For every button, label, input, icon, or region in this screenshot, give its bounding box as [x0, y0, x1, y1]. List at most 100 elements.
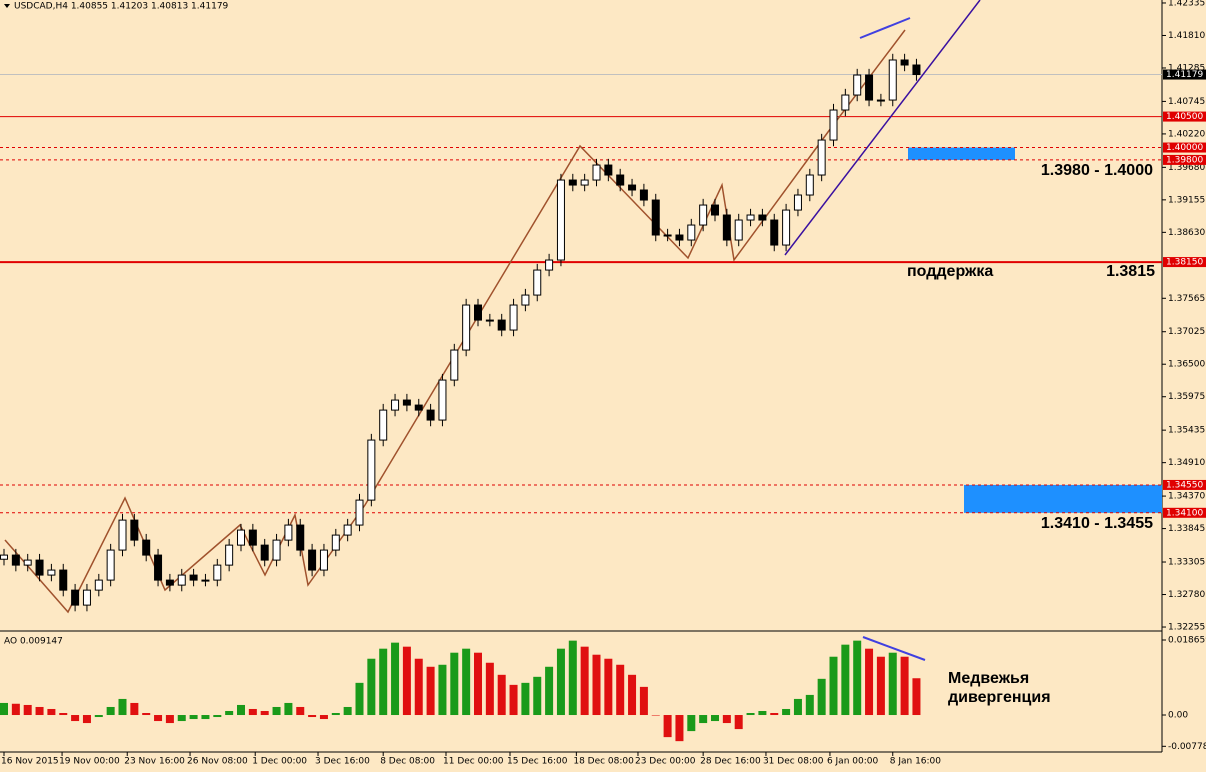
candle-body [367, 439, 376, 501]
y-tick-label: 1.39155 [1168, 195, 1205, 205]
ao-bar [592, 654, 601, 716]
candle-body [782, 209, 791, 246]
ao-bar [888, 652, 897, 716]
ao-bar [414, 658, 423, 716]
ao-bar [509, 684, 518, 716]
ao-bar [853, 640, 862, 716]
candle-body [888, 59, 897, 101]
level-price-box [1163, 257, 1206, 268]
candle-body [675, 234, 684, 241]
candle-body [47, 569, 56, 576]
candle-body [189, 574, 198, 581]
candle-body [853, 74, 862, 96]
chart-title: USDCAD,H4 1.40855 1.41203 1.40813 1.4117… [14, 2, 229, 12]
candle-body [296, 524, 305, 551]
ao-bar [225, 710, 234, 716]
candle-body [900, 59, 909, 66]
current-price-label: 1.41179 [1166, 70, 1203, 80]
ao-bar [319, 715, 328, 720]
candle-body [225, 544, 234, 566]
level-price-label: 1.34550 [1166, 480, 1203, 490]
candle-body [438, 379, 447, 421]
level-price-box [1163, 154, 1206, 165]
ao-bar [355, 682, 364, 716]
candle-body [154, 554, 163, 581]
y-tick-label: 1.32255 [1168, 623, 1205, 633]
candle-body [568, 179, 577, 186]
ao-bar [426, 666, 435, 716]
y-tick-label: 0.018659 [1168, 636, 1206, 646]
candle-body [758, 214, 767, 221]
candle-body [201, 579, 210, 582]
candle-body [213, 564, 222, 581]
zone-label: 1.3980 - 1.4000 [1040, 161, 1153, 179]
candle-body [391, 399, 400, 411]
level-price-box [1163, 479, 1206, 490]
x-tick-label: 8 Dec 08:00 [380, 757, 435, 767]
y-tick-label: -0.007785 [1168, 742, 1206, 752]
candle-body [0, 554, 8, 560]
candle-body [35, 559, 44, 576]
candle-body [462, 304, 471, 351]
candle-body [651, 199, 660, 236]
ao-bar [106, 706, 115, 716]
candle-body [711, 204, 719, 216]
x-tick-label: 8 Jan 16:00 [890, 757, 942, 767]
ao-bar [71, 715, 80, 722]
candle-body [556, 179, 565, 261]
x-tick-label: 3 Dec 16:00 [315, 757, 370, 767]
y-tick-label: 1.39680 [1168, 163, 1205, 173]
ao-bar [711, 715, 719, 722]
ao-bar [379, 648, 388, 716]
candle-body [485, 319, 494, 322]
y-tick-label: 1.38630 [1168, 228, 1205, 238]
ao-bar [497, 674, 506, 716]
candle-body [402, 399, 411, 406]
ao-bar [237, 704, 245, 716]
current-price-box [1163, 69, 1206, 80]
annotation: Медвежья дивергенция [948, 670, 1051, 706]
menu-arrow[interactable] [4, 4, 10, 8]
candle-body [604, 164, 613, 176]
ao-bar [462, 648, 471, 716]
ao-bar [177, 715, 186, 722]
ao-bar [817, 678, 826, 716]
candle-body [23, 559, 32, 566]
ao-bar [865, 648, 874, 716]
candle-body [628, 184, 637, 191]
candle-body [343, 524, 352, 536]
candle-body [616, 174, 625, 186]
ao-bar [213, 715, 222, 718]
x-tick-label: 31 Dec 08:00 [763, 757, 824, 767]
ao-bar [485, 662, 494, 716]
candle-body [545, 259, 554, 271]
candle-body [722, 214, 731, 241]
ao-bar [165, 715, 174, 724]
y-tick-label: 1.32780 [1168, 590, 1205, 600]
candle-body [876, 99, 885, 102]
ao-bar [876, 656, 885, 716]
ao-bar [142, 713, 151, 716]
candle-body [59, 569, 68, 591]
level-price-label: 1.40500 [1166, 112, 1203, 122]
candle-body [177, 574, 186, 586]
ao-bar [604, 658, 613, 716]
ao-bar [331, 713, 340, 716]
ao-bar [11, 703, 20, 716]
candle-body [414, 404, 423, 411]
divergence-line [859, 17, 911, 39]
ao-bar [130, 702, 139, 716]
x-tick-label: 18 Dec 08:00 [573, 757, 634, 767]
ao-bar [556, 648, 565, 716]
candle-body [11, 554, 20, 566]
y-tick-label: 1.35975 [1168, 392, 1205, 402]
candle-body [319, 549, 328, 571]
y-tick-label: 1.42335 [1168, 0, 1205, 8]
level-price-label: 1.34100 [1166, 508, 1203, 518]
candle-body [308, 549, 317, 571]
y-tick-label: 1.37565 [1168, 294, 1205, 304]
ao-bar [296, 706, 305, 716]
ao-bar [770, 713, 779, 716]
